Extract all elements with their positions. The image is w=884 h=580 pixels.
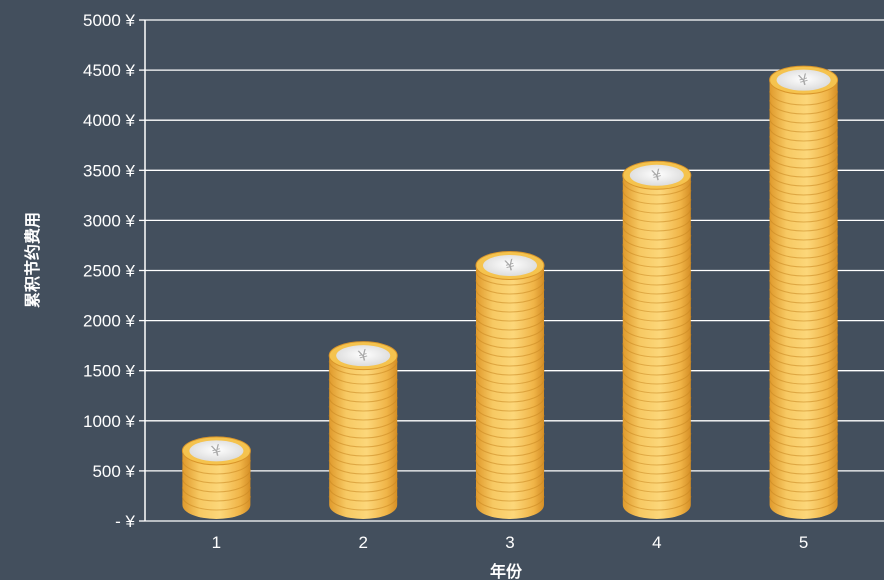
y-tick-label: - ¥ [115, 512, 135, 531]
bar-coin-stack: ¥ [769, 65, 839, 520]
svg-text:¥: ¥ [797, 70, 811, 90]
y-tick-label: 4500 ¥ [83, 61, 136, 80]
y-tick-label: 500 ¥ [92, 462, 135, 481]
y-tick-label: 4000 ¥ [83, 111, 136, 130]
x-tick-label: 1 [212, 533, 221, 552]
svg-text:¥: ¥ [650, 165, 664, 185]
y-tick-label: 1500 ¥ [83, 362, 136, 381]
svg-text:¥: ¥ [503, 256, 517, 276]
coin-stacks: ¥ ¥ ¥ ¥ ¥ [181, 65, 839, 520]
svg-text:¥: ¥ [356, 346, 370, 366]
y-tick-label: 2000 ¥ [83, 312, 136, 331]
bar-coin-stack: ¥ [181, 436, 251, 519]
x-axis-title: 年份 [490, 562, 523, 580]
x-tick-label: 4 [652, 533, 661, 552]
x-tick-labels: 1 2 3 4 5 [212, 533, 809, 552]
y-axis-title: 累积节约费用 [23, 212, 42, 308]
y-tick-label: 1000 ¥ [83, 412, 136, 431]
y-tick-label: 3000 ¥ [83, 211, 136, 230]
bar-coin-stack: ¥ [475, 250, 545, 519]
x-tick-label: 3 [505, 533, 514, 552]
bar-coin-stack: ¥ [328, 341, 398, 519]
svg-text:¥: ¥ [209, 441, 223, 461]
x-tick-label: 2 [358, 533, 367, 552]
y-tick-label: 3500 ¥ [83, 161, 136, 180]
y-tick-label: 5000 ¥ [83, 11, 136, 30]
x-tick-label: 5 [799, 533, 808, 552]
y-tick-labels: - ¥ 500 ¥ 1000 ¥ 1500 ¥ 2000 ¥ 2500 ¥ 3000 ¥ 35… [83, 11, 136, 531]
bar-coin-stack: ¥ [622, 160, 692, 519]
y-tick-label: 2500 ¥ [83, 262, 136, 281]
